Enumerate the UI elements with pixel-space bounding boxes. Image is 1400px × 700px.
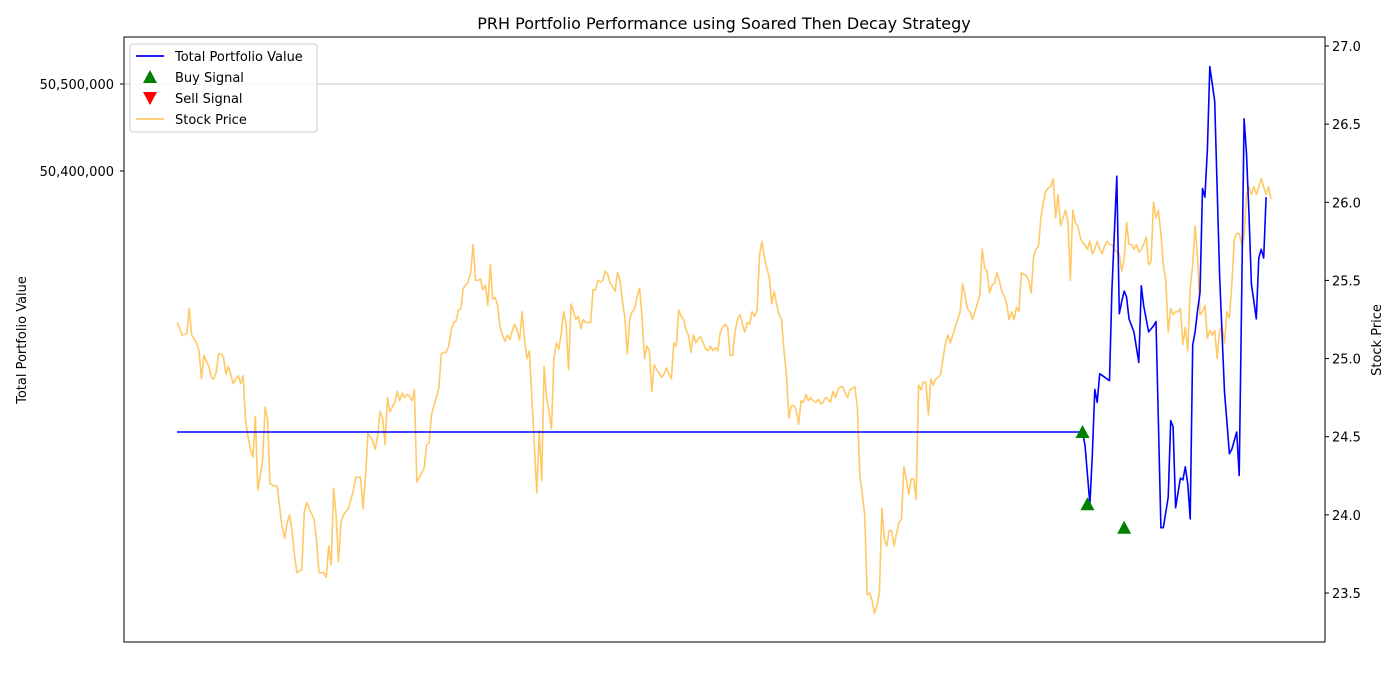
series-layer [176, 65, 1272, 615]
left-tick-label: 50,500,000 [40, 78, 114, 93]
right-tick-label: 24.5 [1332, 431, 1361, 446]
chart-title: PRH Portfolio Performance using Soared T… [477, 14, 971, 33]
plot-area [123, 36, 1326, 643]
legend-label: Sell Signal [175, 92, 243, 107]
right-tick-label: 23.5 [1332, 587, 1361, 602]
legend-box [129, 43, 318, 133]
right-tick-label: 25.5 [1332, 274, 1361, 289]
stock-price-line [176, 178, 1272, 615]
left-tick-label: 50,400,000 [40, 165, 114, 180]
right-tick-label: 26.0 [1332, 196, 1361, 211]
left-axis-label: Total Portfolio Value [15, 276, 30, 405]
legend-swatch [143, 92, 157, 105]
right-axis: 23.5 24.0 24.5 25.0 25.5 26.0 26.5 27.0 [1325, 40, 1361, 602]
buy-signal-marker [1080, 497, 1095, 511]
portfolio-value-line [177, 65, 1267, 529]
right-tick-label: 26.5 [1332, 118, 1361, 133]
buy-signal-marker [1075, 425, 1090, 438]
legend-label: Stock Price [175, 113, 247, 128]
plot-frame [123, 36, 1326, 643]
right-tick-label: 27.0 [1332, 40, 1361, 55]
legend-label: Total Portfolio Value [174, 50, 303, 65]
right-tick-label: 24.0 [1332, 509, 1361, 524]
left-axis: 50,400,000 50,500,000 [40, 78, 124, 180]
right-tick-label: 25.0 [1332, 353, 1361, 368]
legend-label: Buy Signal [175, 71, 244, 86]
signal-layer [1075, 425, 1132, 534]
right-axis-label: Stock Price [1370, 304, 1385, 376]
legend-swatch [143, 70, 157, 83]
legend: Total Portfolio Value Buy Signal Sell Sign… [129, 43, 318, 133]
buy-signal-marker [1117, 520, 1132, 534]
